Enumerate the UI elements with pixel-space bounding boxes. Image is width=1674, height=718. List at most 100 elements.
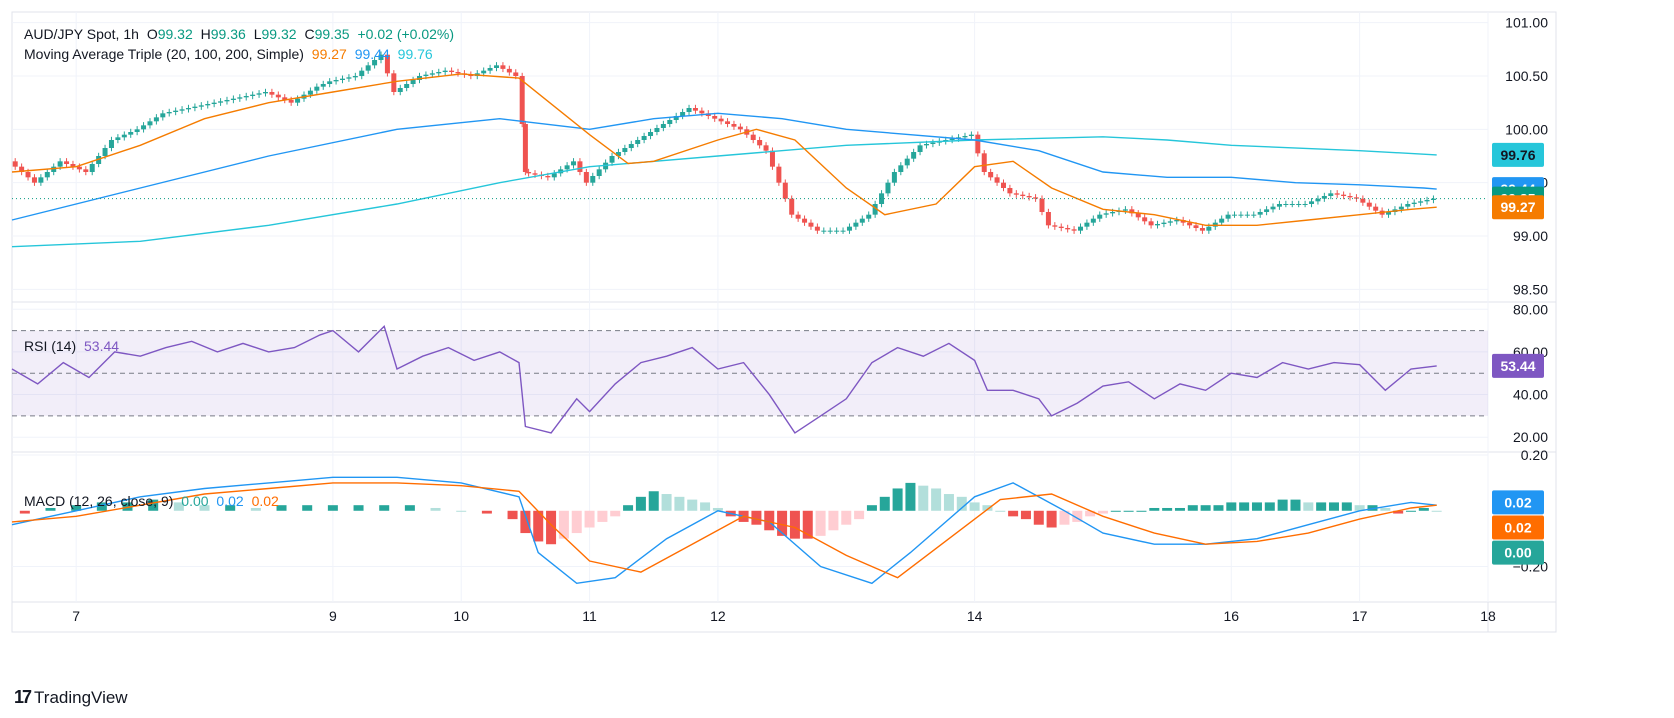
candle-body (141, 125, 147, 130)
macd-histogram-bar (610, 510, 621, 517)
macd-histogram-bar (1187, 505, 1198, 511)
macd-histogram-bar (250, 507, 261, 511)
price-level-tag (1492, 195, 1544, 220)
macd-histogram-bar (1251, 502, 1262, 511)
candle-body (615, 152, 621, 156)
candle-body (1360, 198, 1366, 203)
candle-body (1193, 225, 1199, 228)
candle-body (64, 161, 70, 164)
candle-body (904, 158, 910, 166)
candle-body (1033, 197, 1039, 199)
candle-body (1398, 206, 1404, 210)
macd-histogram-bar (122, 502, 133, 511)
candle-body (686, 108, 692, 112)
macd-histogram-bar (302, 505, 313, 511)
macd-histogram-bar (276, 505, 287, 511)
candle-body (622, 148, 628, 152)
candle-body (230, 98, 236, 100)
macd-histogram-bar (456, 510, 467, 512)
candle-body (256, 93, 262, 95)
candle-body (224, 100, 230, 102)
candle-body (1366, 202, 1372, 207)
candle-body (25, 172, 31, 178)
macd-histogram-bar (1418, 507, 1429, 511)
price-legend: AUD/JPY Spot, 1h O99.32 H99.36 L99.32 C9… (24, 26, 458, 42)
candle-body (808, 222, 814, 227)
candle-body (750, 134, 756, 140)
candle-body (1373, 206, 1379, 211)
candle-body (821, 230, 827, 232)
macd-histogram-bar (1085, 510, 1096, 517)
macd-histogram-bar (815, 510, 826, 536)
ma-legend: Moving Average Triple (20, 100, 200, Sim… (24, 46, 437, 62)
candle-body (494, 65, 500, 68)
candle-body (153, 117, 159, 122)
candle-body (352, 76, 358, 78)
price-tick-label: 99.00 (1513, 228, 1548, 244)
macd-histogram-bar (1405, 510, 1416, 512)
candle-body (1148, 221, 1154, 226)
macd-histogram-bar (1431, 510, 1442, 512)
macd-histogram-bar (1136, 510, 1147, 512)
candle-body (96, 156, 102, 164)
candle-body (712, 116, 718, 119)
candle-body (487, 68, 493, 71)
candle-body (1052, 225, 1058, 227)
macd-level-tag (1492, 490, 1544, 515)
candle-body (166, 112, 172, 114)
candle-body (635, 140, 641, 144)
rsi-legend: RSI (14) 53.44 (24, 338, 123, 354)
candle-body (429, 73, 435, 75)
macd-histogram-bar (1162, 507, 1173, 511)
price-tick-label: 98.50 (1513, 281, 1548, 297)
macd-signal-value: 0.02 (251, 493, 279, 509)
macd-histogram-bar (45, 507, 56, 511)
candle-body (372, 60, 378, 66)
candle-body (898, 165, 904, 172)
tradingview-brand[interactable]: 17 TradingView (14, 687, 128, 708)
x-tick-label: 10 (453, 608, 469, 624)
candle-body (506, 68, 512, 73)
candle-body (436, 72, 442, 74)
macd-histogram-bar (931, 488, 942, 511)
ma100-value: 99.44 (354, 46, 390, 62)
macd-histogram-bar (1149, 507, 1160, 511)
macd-histogram-bar (19, 510, 30, 514)
candle-body (269, 92, 275, 95)
candle-body (468, 74, 474, 76)
macd-histogram-bar (1200, 505, 1211, 511)
price-tick-label: 100.50 (1505, 68, 1548, 84)
candle-body (442, 70, 448, 72)
candle-body (391, 73, 397, 92)
macd-histogram-bar (854, 510, 865, 520)
macd-histogram-bar (1393, 510, 1404, 514)
candle-body (1289, 204, 1295, 205)
macd-histogram-bar (558, 510, 569, 539)
rsi-value-tag-label: 53.44 (1500, 358, 1535, 374)
candle-body (968, 134, 974, 136)
macd-histogram-bar (700, 502, 711, 511)
candle-body (205, 104, 211, 106)
candle-body (12, 161, 18, 167)
candle-body (1225, 214, 1231, 219)
candle-body (1315, 198, 1321, 202)
candle-body (115, 137, 121, 140)
candle-body (44, 172, 50, 178)
candle-body (1341, 194, 1347, 196)
candle-body (384, 54, 390, 74)
candle-body (481, 70, 487, 74)
macd-histogram-bar (661, 494, 672, 511)
candle-body (846, 226, 852, 231)
chart-frame (11, 11, 1557, 633)
rsi-line (11, 324, 1437, 434)
candle-body (1238, 214, 1244, 216)
candle-body (51, 166, 57, 172)
candle-body (1347, 196, 1353, 198)
candle-body (885, 182, 891, 194)
macd-histogram-bar (571, 510, 582, 534)
macd-histogram-bar (956, 496, 967, 511)
candle-body (1232, 214, 1238, 216)
macd-histogram-bar (879, 496, 890, 511)
candle-body (108, 140, 114, 148)
